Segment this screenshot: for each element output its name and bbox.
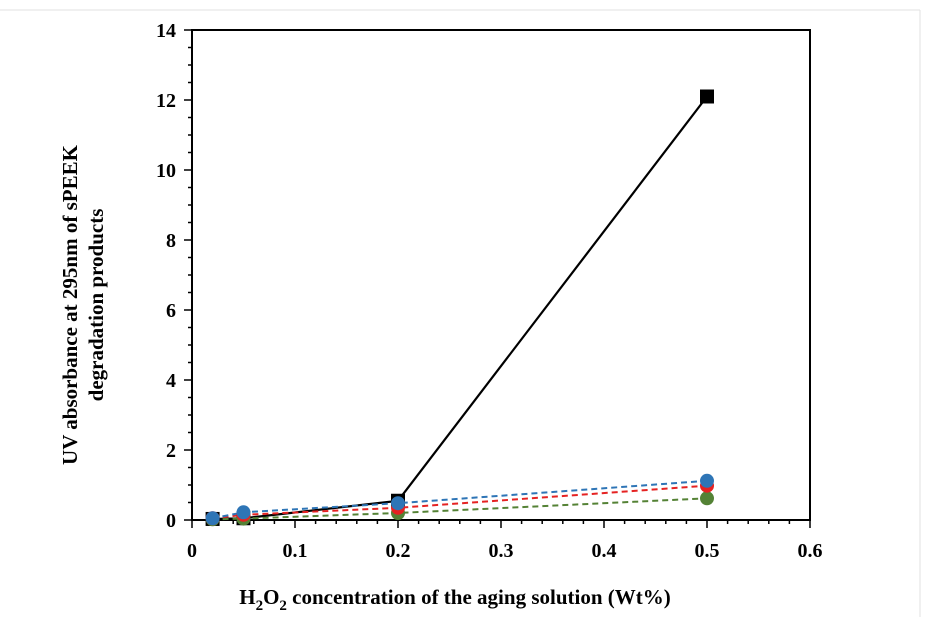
y-tick-label: 4 <box>166 370 176 392</box>
x-axis-title: H2O2 concentration of the aging solution… <box>239 585 671 614</box>
x-tick-label: 0 <box>187 540 197 562</box>
series-1-line <box>213 97 707 520</box>
series-1-point <box>700 90 714 104</box>
axis-ticks <box>184 30 810 528</box>
y-tick-label: 8 <box>166 230 176 252</box>
x-title-part-h: H <box>239 585 255 609</box>
series-4-point <box>237 505 251 519</box>
y-tick-label: 14 <box>156 20 176 42</box>
series-4-point <box>206 511 220 525</box>
y-tick-label: 0 <box>166 510 176 532</box>
x-title-sub-1: 2 <box>256 598 264 614</box>
x-tick-label: 0.5 <box>695 540 720 562</box>
series-lines <box>213 97 707 520</box>
series-2-point <box>700 491 714 505</box>
x-tick-label: 0.2 <box>386 540 411 562</box>
y-axis-title-line-1: UV absorbance at 295nm of sPEEK <box>58 144 82 465</box>
x-tick-label: 0.3 <box>489 540 514 562</box>
y-tick-label: 12 <box>156 90 176 112</box>
x-title-sub-2: 2 <box>279 598 287 614</box>
series-markers <box>206 90 714 527</box>
x-tick-label: 0.6 <box>798 540 823 562</box>
y-tick-labels: 0 2 4 6 8 10 12 14 <box>156 20 176 532</box>
x-tick-label: 0.4 <box>592 540 617 562</box>
y-tick-label: 6 <box>166 300 176 322</box>
series-4-point <box>391 496 405 510</box>
x-title-rest: concentration of the aging solution (Wt%… <box>287 585 671 609</box>
x-title-part-o: O <box>263 585 279 609</box>
y-axis-title: UV absorbance at 295nm of sPEEK degradat… <box>58 144 108 465</box>
y-axis-title-line-2: degradation products <box>84 209 108 402</box>
x-tick-label: 0.1 <box>283 540 308 562</box>
y-tick-label: 10 <box>156 160 176 182</box>
plot-area <box>192 30 810 520</box>
x-tick-labels: 0 0.1 0.2 0.3 0.4 0.5 0.6 <box>187 540 823 562</box>
y-tick-label: 2 <box>166 440 176 462</box>
series-4-point <box>700 474 714 488</box>
